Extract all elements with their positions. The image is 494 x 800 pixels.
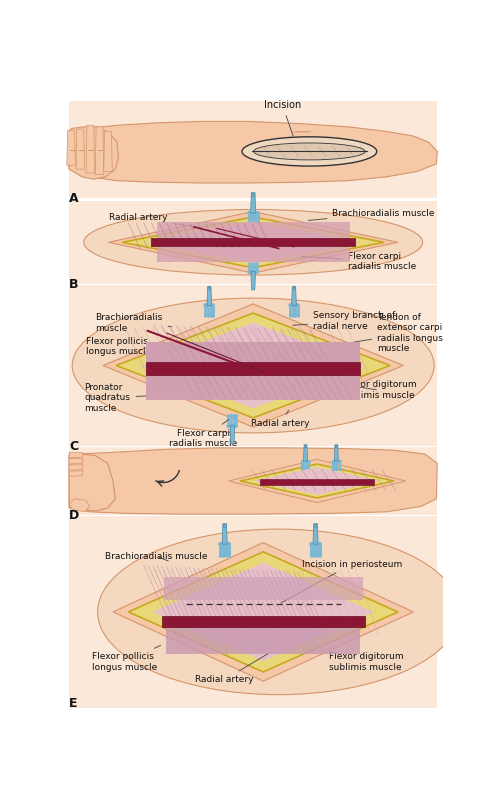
Polygon shape xyxy=(250,193,256,213)
Polygon shape xyxy=(146,222,361,263)
Polygon shape xyxy=(254,467,380,495)
Polygon shape xyxy=(108,211,398,273)
Polygon shape xyxy=(76,129,84,169)
Text: Brachioradialis muscle: Brachioradialis muscle xyxy=(308,209,435,221)
Polygon shape xyxy=(164,578,363,600)
Polygon shape xyxy=(69,447,437,515)
Text: Flexor digitorum
sublimis muscle: Flexor digitorum sublimis muscle xyxy=(342,381,416,400)
Polygon shape xyxy=(303,445,308,461)
Text: Flexor pollicis
longus muscle: Flexor pollicis longus muscle xyxy=(92,646,161,672)
Polygon shape xyxy=(141,322,366,409)
Polygon shape xyxy=(69,201,437,284)
Polygon shape xyxy=(69,286,437,446)
Text: Incision in periosteum: Incision in periosteum xyxy=(281,560,402,603)
Polygon shape xyxy=(113,542,413,682)
Polygon shape xyxy=(69,454,115,511)
Polygon shape xyxy=(157,247,350,262)
Polygon shape xyxy=(69,448,437,514)
Ellipse shape xyxy=(223,524,226,527)
Text: Tendon of
extensor carpi
radialis longus
muscle: Tendon of extensor carpi radialis longus… xyxy=(355,313,443,354)
Polygon shape xyxy=(86,126,94,173)
Text: Pronator
quadratus
muscle: Pronator quadratus muscle xyxy=(84,383,168,413)
Polygon shape xyxy=(291,286,296,306)
Polygon shape xyxy=(95,126,104,174)
Polygon shape xyxy=(146,342,360,362)
Polygon shape xyxy=(128,552,398,672)
Polygon shape xyxy=(69,465,83,470)
Text: Flexor carpi
radialis muscle: Flexor carpi radialis muscle xyxy=(301,252,416,271)
Polygon shape xyxy=(240,464,394,498)
Polygon shape xyxy=(69,517,437,708)
Polygon shape xyxy=(334,445,338,461)
Text: A: A xyxy=(69,192,79,206)
Text: C: C xyxy=(69,440,78,453)
Ellipse shape xyxy=(84,210,422,275)
Polygon shape xyxy=(67,130,75,166)
Polygon shape xyxy=(151,238,355,246)
Text: Radial artery: Radial artery xyxy=(109,213,203,228)
Polygon shape xyxy=(153,562,373,661)
Polygon shape xyxy=(162,616,365,627)
Text: B: B xyxy=(69,278,79,291)
Polygon shape xyxy=(260,478,374,485)
Text: D: D xyxy=(69,510,80,522)
Ellipse shape xyxy=(314,524,317,527)
Polygon shape xyxy=(69,458,83,464)
Text: Flexor digitorum
sublimis muscle: Flexor digitorum sublimis muscle xyxy=(329,646,403,672)
Ellipse shape xyxy=(304,446,307,448)
Ellipse shape xyxy=(208,287,210,290)
Ellipse shape xyxy=(292,287,295,290)
Ellipse shape xyxy=(72,298,434,433)
Text: Radial artery: Radial artery xyxy=(251,410,309,429)
Polygon shape xyxy=(69,471,83,476)
Ellipse shape xyxy=(98,529,459,694)
Ellipse shape xyxy=(253,143,365,160)
Polygon shape xyxy=(69,126,119,179)
Polygon shape xyxy=(69,102,437,198)
Polygon shape xyxy=(146,362,360,374)
Polygon shape xyxy=(157,222,350,238)
Polygon shape xyxy=(251,271,255,290)
Text: Incision: Incision xyxy=(264,100,301,136)
Polygon shape xyxy=(146,374,360,400)
Ellipse shape xyxy=(335,446,337,448)
Polygon shape xyxy=(123,217,384,268)
Text: Brachioradialis
muscle: Brachioradialis muscle xyxy=(95,314,172,333)
Polygon shape xyxy=(69,122,437,183)
Text: Brachioradialis muscle: Brachioradialis muscle xyxy=(105,552,208,561)
Text: Sensory branch of
radial nerve: Sensory branch of radial nerve xyxy=(293,311,396,330)
Text: E: E xyxy=(69,697,78,710)
Polygon shape xyxy=(229,459,406,502)
Polygon shape xyxy=(104,131,112,171)
Polygon shape xyxy=(230,426,235,444)
Polygon shape xyxy=(69,498,90,512)
Polygon shape xyxy=(116,313,390,418)
Polygon shape xyxy=(103,304,403,427)
Polygon shape xyxy=(69,453,83,458)
Ellipse shape xyxy=(242,137,377,166)
Text: Flexor carpi
radialis muscle: Flexor carpi radialis muscle xyxy=(169,419,237,448)
Polygon shape xyxy=(166,627,361,654)
Polygon shape xyxy=(207,286,211,306)
Polygon shape xyxy=(222,524,227,544)
Polygon shape xyxy=(313,524,318,544)
Text: Radial artery: Radial artery xyxy=(196,654,269,684)
Text: Flexor pollicis
longus muscle: Flexor pollicis longus muscle xyxy=(86,337,168,356)
Ellipse shape xyxy=(252,194,254,196)
